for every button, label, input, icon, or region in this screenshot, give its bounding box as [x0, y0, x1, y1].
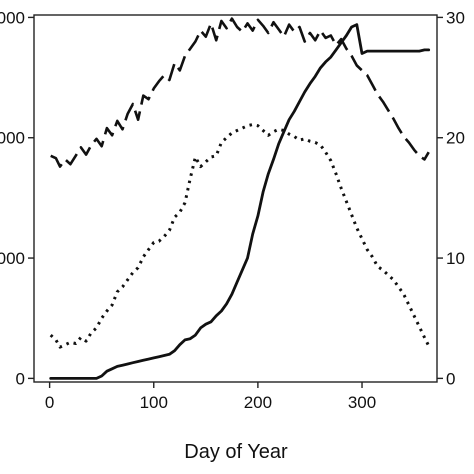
- x-axis-title: Day of Year: [184, 441, 288, 463]
- x-tick-label-100: 100: [140, 393, 168, 412]
- series-layer: [49, 17, 431, 380]
- y-right-tick-label-20: 20: [446, 129, 465, 148]
- series-line-solid: [49, 23, 431, 380]
- x-tick-label-0: 0: [45, 393, 54, 412]
- y-right-tick-label-30: 30: [446, 8, 465, 27]
- y-left-tick-label-3000: 000: [0, 8, 25, 27]
- y-right-tick-label-10: 10: [446, 249, 465, 268]
- y-right-tick-label-0: 0: [446, 369, 455, 388]
- plot-panel: [33, 14, 438, 383]
- x-axis: 0 100 200 300: [45, 382, 376, 412]
- series-line-dotted: [49, 123, 431, 349]
- y-left-tick-label-1000: 000: [0, 249, 25, 268]
- x-tick-label-300: 300: [348, 393, 376, 412]
- y-axis-right: 0 10 20 30: [437, 8, 465, 388]
- y-left-tick-label-0: 0: [16, 369, 25, 388]
- x-tick-label-200: 200: [244, 393, 272, 412]
- y-left-tick-label-2000: 000: [0, 129, 25, 148]
- series-line-dashed: [50, 17, 430, 168]
